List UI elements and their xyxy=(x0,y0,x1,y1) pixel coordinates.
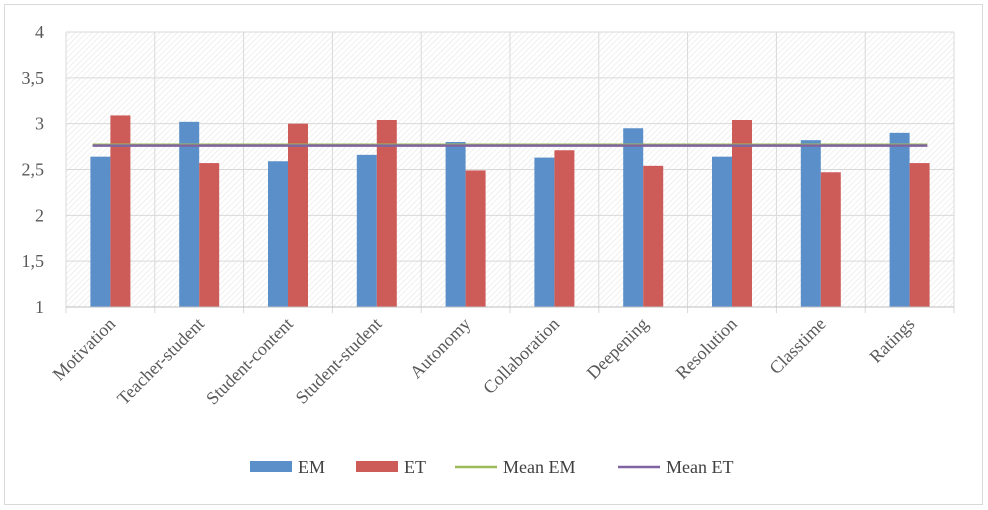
legend-swatch-em xyxy=(250,461,292,472)
bar-et xyxy=(909,163,930,307)
bar-em xyxy=(712,156,732,307)
mean-lines xyxy=(92,143,928,147)
bar-em xyxy=(623,128,644,307)
bar-et xyxy=(110,115,131,308)
y-tick-label: 1 xyxy=(35,297,44,317)
legend-label: Mean EM xyxy=(503,457,575,477)
y-tick-label: 2 xyxy=(35,205,44,225)
y-tick-label: 2,5 xyxy=(22,160,45,180)
x-category-label: Student-student xyxy=(292,314,386,408)
bars xyxy=(90,115,930,308)
bar-em xyxy=(268,161,288,307)
x-axis-category-separators xyxy=(65,32,955,313)
y-axis-ticks: 1 1,5 2 2,5 3 3,5 4 xyxy=(22,22,45,317)
bar-em xyxy=(534,157,555,307)
bar-em xyxy=(90,156,111,307)
bar-et xyxy=(732,120,752,307)
x-category-label: Deepening xyxy=(583,314,652,383)
y-tick-label: 4 xyxy=(35,22,44,42)
x-axis-labels: MotivationTeacher-studentStudent-content… xyxy=(49,314,919,409)
legend-swatch-et xyxy=(356,461,398,472)
bar-et xyxy=(643,165,664,307)
legend: EM ET Mean EM Mean ET xyxy=(250,457,733,477)
x-category-label: Autonomy xyxy=(406,314,475,383)
bar-et xyxy=(465,170,486,307)
x-category-label: Resolution xyxy=(672,314,741,383)
x-category-label: Teacher-student xyxy=(113,314,208,409)
bar-em xyxy=(179,121,200,307)
x-category-label: Classtime xyxy=(765,314,829,378)
legend-label: Mean ET xyxy=(666,457,733,477)
bar-et xyxy=(554,150,575,307)
y-tick-label: 3 xyxy=(35,114,44,134)
x-category-label: Student-content xyxy=(202,314,297,409)
y-tick-label: 3,5 xyxy=(22,68,45,88)
bar-em xyxy=(889,132,910,307)
x-category-label: Ratings xyxy=(865,314,918,367)
bar-em xyxy=(445,142,466,307)
legend-label: EM xyxy=(298,457,325,477)
x-category-label: Collaboration xyxy=(479,314,563,398)
y-tick-label: 1,5 xyxy=(22,251,45,271)
bar-em xyxy=(800,140,821,307)
legend-label: ET xyxy=(404,457,426,477)
bar-et xyxy=(376,120,397,307)
bar-et xyxy=(199,163,220,307)
bar-et xyxy=(288,123,308,308)
bar-et xyxy=(820,172,841,307)
bar-em xyxy=(356,154,377,307)
x-category-label: Motivation xyxy=(49,314,120,385)
